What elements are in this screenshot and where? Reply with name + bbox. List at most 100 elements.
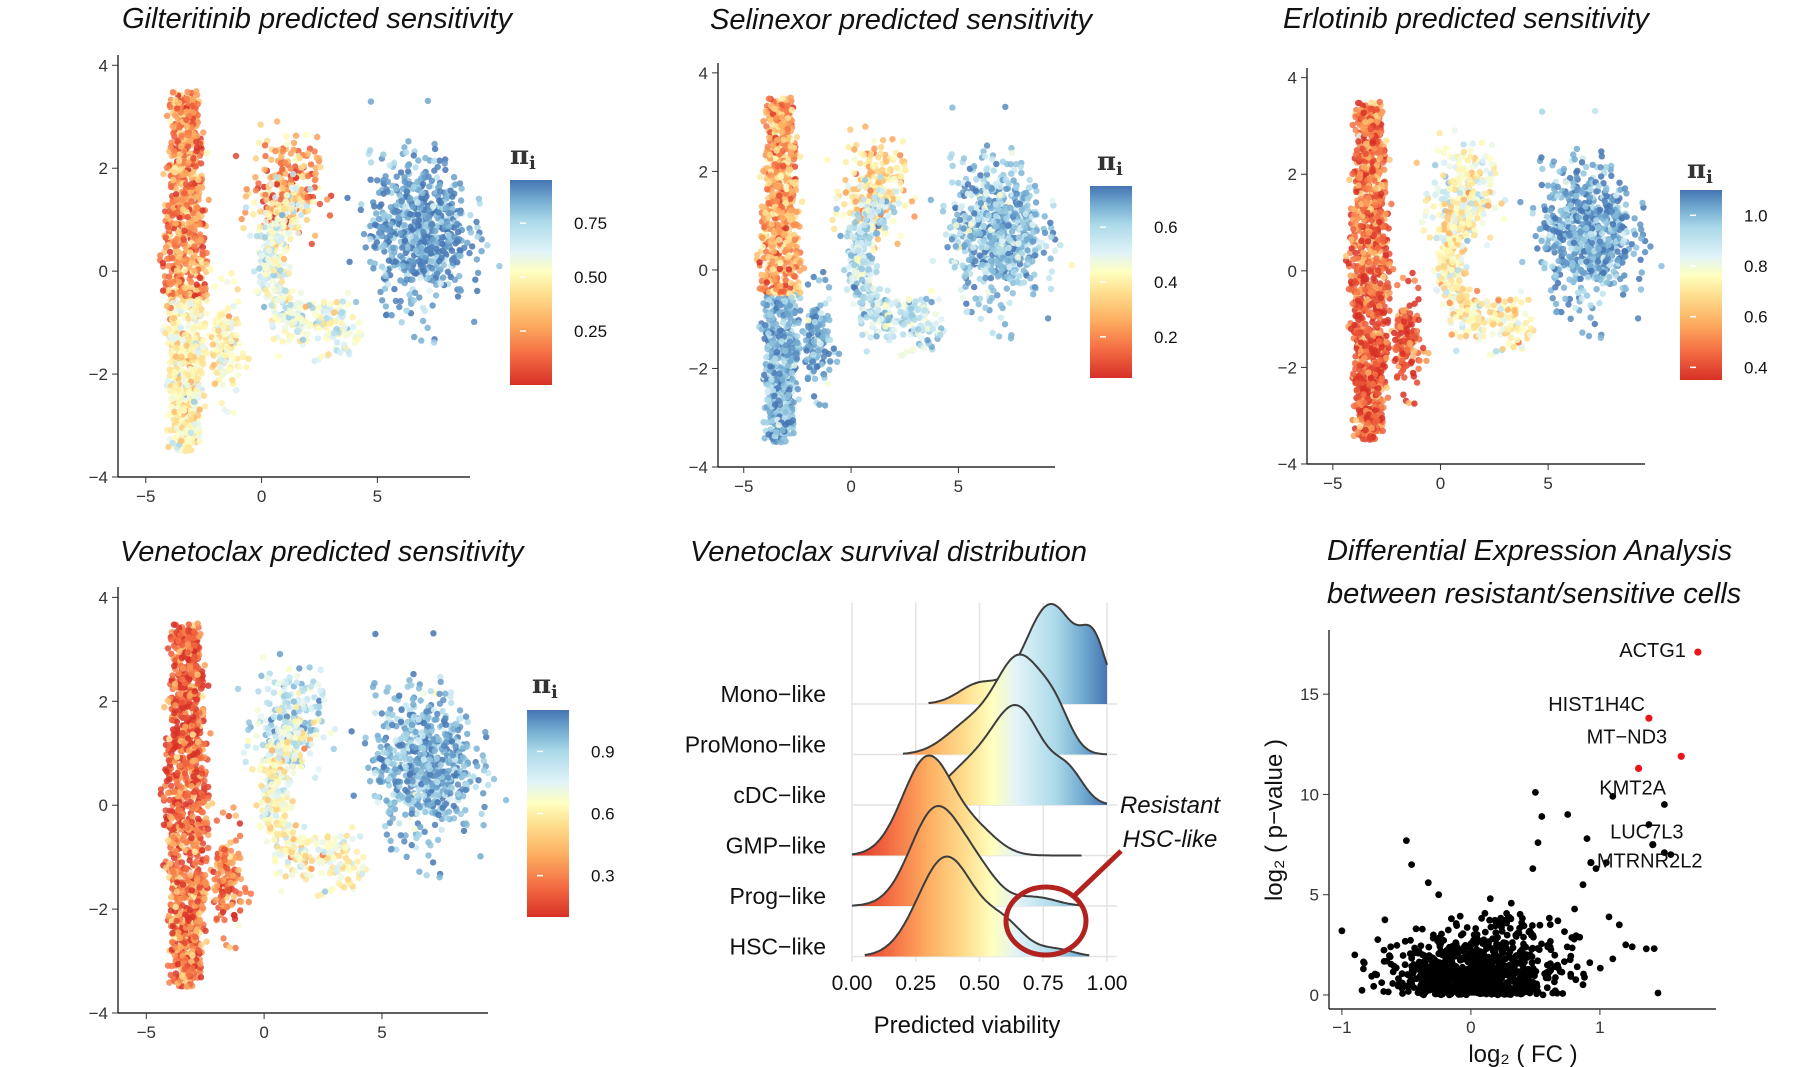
cell-point bbox=[163, 112, 171, 120]
cell-point bbox=[809, 358, 817, 365]
cell-point bbox=[775, 422, 782, 429]
cell-point bbox=[997, 301, 1004, 309]
cell-point bbox=[791, 236, 798, 243]
cell-point bbox=[833, 358, 841, 365]
cell-point bbox=[300, 162, 308, 170]
cell-point bbox=[410, 152, 417, 159]
cell-point bbox=[856, 160, 864, 167]
cell-point bbox=[763, 419, 771, 426]
cell-point bbox=[1006, 299, 1013, 307]
cell-point bbox=[900, 321, 908, 328]
cell-point bbox=[883, 158, 890, 165]
cell-point bbox=[191, 243, 198, 250]
cell-point bbox=[213, 336, 220, 343]
cell-point bbox=[857, 317, 865, 325]
cell-point bbox=[187, 278, 195, 286]
cell-point bbox=[173, 344, 180, 351]
cell-point bbox=[263, 196, 270, 204]
cell-point bbox=[826, 295, 833, 303]
cell-point bbox=[172, 191, 180, 198]
cell-point bbox=[779, 95, 786, 102]
cell-point bbox=[172, 353, 180, 360]
cell-point bbox=[902, 167, 909, 174]
cell-point bbox=[814, 326, 821, 334]
cell-point bbox=[841, 201, 848, 208]
cell-point bbox=[380, 242, 388, 249]
cell-point bbox=[869, 285, 877, 292]
cell-point bbox=[778, 101, 786, 109]
cell-point bbox=[474, 233, 481, 240]
cell-point bbox=[414, 199, 421, 206]
cell-point bbox=[860, 151, 867, 159]
cell-point bbox=[786, 338, 794, 345]
cell-point bbox=[881, 230, 888, 237]
cell-point bbox=[281, 247, 289, 255]
cell-point bbox=[164, 255, 171, 263]
cell-point bbox=[165, 208, 173, 215]
cell-point bbox=[785, 266, 793, 273]
cell-point bbox=[304, 172, 312, 180]
cell-point bbox=[270, 278, 277, 285]
cell-point bbox=[874, 299, 881, 306]
cell-point bbox=[428, 244, 435, 252]
cell-point bbox=[339, 298, 346, 305]
cell-point bbox=[314, 335, 321, 342]
cell-point bbox=[271, 258, 278, 266]
cell-point bbox=[379, 224, 387, 232]
cell-point bbox=[820, 268, 827, 276]
cell-point bbox=[211, 283, 219, 290]
cell-point bbox=[897, 179, 904, 187]
cell-point bbox=[777, 438, 784, 446]
cell-point bbox=[285, 337, 293, 344]
cell-point bbox=[327, 300, 335, 308]
cell-point bbox=[776, 265, 783, 273]
cell-point bbox=[405, 138, 412, 145]
cell-point bbox=[196, 221, 203, 228]
cell-point bbox=[183, 342, 190, 349]
cell-point bbox=[439, 234, 446, 241]
cell-point bbox=[842, 176, 849, 184]
cell-point bbox=[410, 297, 417, 304]
cell-point bbox=[428, 177, 435, 184]
cell-point bbox=[299, 336, 307, 343]
cell-point bbox=[409, 276, 416, 283]
cell-point bbox=[170, 314, 178, 322]
cell-point bbox=[899, 138, 906, 145]
cell-point bbox=[982, 304, 989, 311]
cell-point bbox=[771, 161, 778, 168]
cell-point bbox=[224, 408, 231, 416]
cell-point bbox=[851, 261, 858, 269]
cell-point bbox=[262, 262, 269, 270]
cell-point bbox=[187, 188, 195, 195]
cell-point bbox=[281, 205, 288, 213]
cell-point bbox=[791, 309, 798, 316]
cell-point bbox=[382, 303, 390, 310]
cell-point bbox=[466, 249, 473, 257]
cell-point bbox=[871, 194, 878, 201]
cell-point bbox=[163, 302, 171, 310]
cell-point bbox=[990, 167, 997, 174]
x-tick-label: 5 bbox=[373, 487, 382, 506]
cell-point bbox=[170, 147, 178, 155]
cell-point bbox=[374, 177, 381, 184]
cell-point bbox=[172, 220, 180, 227]
cell-point bbox=[924, 337, 931, 344]
cell-point bbox=[166, 248, 174, 256]
gilteritinib-umap-panel: Gilteritinib predicted sensitivity 420−2… bbox=[89, 3, 607, 506]
cell-point bbox=[869, 247, 876, 254]
cell-point bbox=[367, 176, 374, 183]
cell-point bbox=[190, 155, 197, 162]
cell-point bbox=[393, 173, 400, 180]
cell-point bbox=[184, 213, 191, 221]
cell-point bbox=[820, 353, 827, 360]
cell-point bbox=[228, 270, 235, 277]
cell-point bbox=[179, 206, 187, 213]
cell-point bbox=[469, 243, 476, 250]
cell-point bbox=[181, 227, 188, 234]
cell-point bbox=[779, 215, 786, 222]
legend-tick-label: 0.50 bbox=[574, 268, 607, 287]
cell-point bbox=[232, 152, 240, 160]
cell-point bbox=[175, 228, 183, 236]
y-ticks: 420−2−4 bbox=[89, 56, 118, 487]
cell-point bbox=[879, 187, 886, 195]
